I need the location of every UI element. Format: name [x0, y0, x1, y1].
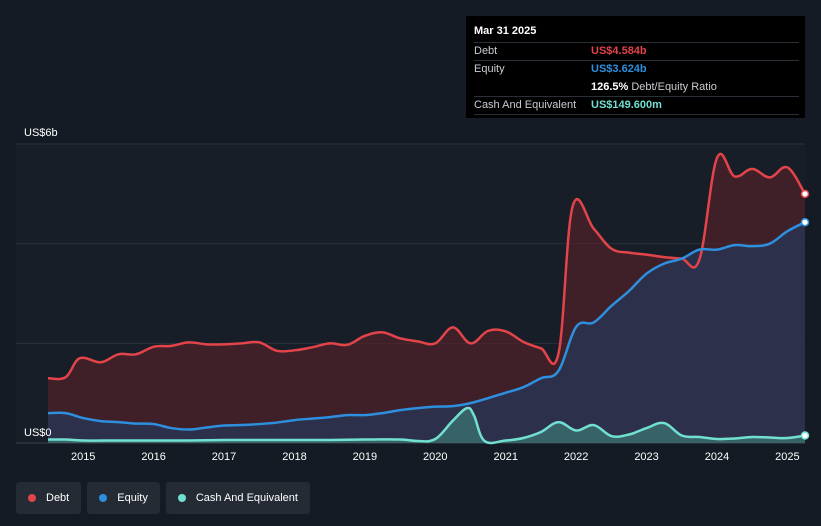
- tooltip-debt-label: Debt: [474, 45, 498, 57]
- data-tooltip: Mar 31 2025 Debt US$4.584b Equity US$3.6…: [466, 16, 805, 118]
- legend-equity-dot-icon: [99, 494, 108, 502]
- x-tick-label: 2020: [423, 451, 447, 463]
- equity-area: [48, 222, 805, 443]
- legend-item-debt[interactable]: Debt: [16, 482, 82, 514]
- cash-endpoint: [800, 431, 810, 440]
- x-tick-label: 2018: [282, 451, 306, 463]
- legend-cash-label: Cash And Equivalent: [195, 492, 298, 504]
- legend-equity-label: Equity: [117, 492, 148, 504]
- tooltip-row-ratio: 126.5% Debt/Equity Ratio: [474, 78, 799, 96]
- x-tick-label: 2015: [71, 451, 95, 463]
- tooltip-equity-value: US$3.624b: [591, 63, 647, 75]
- chart-legend: Debt Equity Cash And Equivalent: [16, 482, 316, 514]
- tooltip-equity-label: Equity: [474, 63, 505, 75]
- tooltip-ratio-value: 126.5%: [591, 81, 629, 93]
- debt-endpoint: [800, 189, 810, 199]
- tooltip-row-debt: Debt US$4.584b: [474, 42, 799, 60]
- tooltip-row-cash: Cash And Equivalent US$149.600m: [474, 96, 799, 114]
- x-axis-ticks: 2015 2016 2017 2018 2019 2020 2021 2022 2023 2024…: [71, 451, 800, 463]
- y-axis-zero-label: US$0: [24, 427, 52, 439]
- y-axis-max-label: US$6b: [24, 127, 58, 139]
- equity-endpoint: [800, 217, 810, 227]
- legend-item-equity[interactable]: Equity: [87, 482, 160, 514]
- x-tick-label: 2024: [705, 451, 729, 463]
- tooltip-ratio-label: Debt/Equity Ratio: [631, 81, 717, 93]
- series-lines: [47, 152, 807, 445]
- tooltip-row-equity: Equity US$3.624b: [474, 60, 799, 78]
- x-tick-label: 2023: [634, 451, 658, 463]
- series-endpoints: [800, 189, 810, 440]
- legend-item-cash[interactable]: Cash And Equivalent: [165, 482, 310, 514]
- x-tick-label: 2016: [141, 451, 165, 463]
- tooltip-cash-value: US$149.600m: [591, 99, 662, 111]
- x-tick-label: 2017: [212, 451, 236, 463]
- x-tick-label: 2019: [353, 451, 377, 463]
- cash-line: [47, 406, 806, 445]
- legend-cash-dot-icon: [177, 494, 186, 502]
- x-tick-label: 2022: [564, 451, 588, 463]
- legend-debt-label: Debt: [46, 492, 70, 504]
- tooltip-date: Mar 31 2025: [474, 25, 537, 37]
- equity-line: [47, 221, 806, 431]
- tooltip-cash-label: Cash And Equivalent: [474, 99, 577, 111]
- legend-debt-dot-icon: [28, 494, 36, 502]
- tooltip-debt-value: US$4.584b: [591, 45, 647, 57]
- x-tick-label: 2021: [493, 451, 517, 463]
- x-tick-label: 2025: [775, 451, 799, 463]
